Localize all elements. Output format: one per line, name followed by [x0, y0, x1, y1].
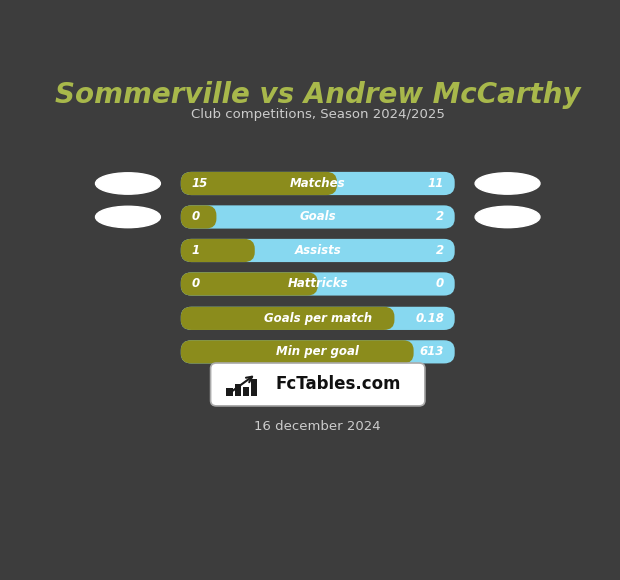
- FancyBboxPatch shape: [181, 172, 337, 195]
- Bar: [251, 379, 257, 396]
- Text: FcTables.com: FcTables.com: [276, 375, 401, 393]
- FancyBboxPatch shape: [181, 205, 216, 229]
- Ellipse shape: [95, 173, 161, 194]
- FancyBboxPatch shape: [181, 172, 454, 195]
- Text: 11: 11: [428, 177, 444, 190]
- Text: Sommerville vs Andrew McCarthy: Sommerville vs Andrew McCarthy: [55, 81, 580, 109]
- FancyBboxPatch shape: [181, 340, 454, 364]
- Ellipse shape: [95, 206, 161, 228]
- FancyBboxPatch shape: [181, 273, 317, 296]
- FancyBboxPatch shape: [181, 340, 414, 364]
- Text: 0: 0: [436, 277, 444, 291]
- FancyBboxPatch shape: [211, 363, 425, 406]
- Text: 15: 15: [192, 177, 208, 190]
- Text: Goals per match: Goals per match: [264, 312, 372, 325]
- Text: Matches: Matches: [290, 177, 345, 190]
- Ellipse shape: [475, 173, 540, 194]
- Text: Goals: Goals: [299, 211, 336, 223]
- Text: 2: 2: [436, 244, 444, 257]
- Text: 16 december 2024: 16 december 2024: [254, 420, 381, 433]
- FancyBboxPatch shape: [181, 307, 394, 330]
- Text: 2: 2: [436, 211, 444, 223]
- FancyBboxPatch shape: [181, 239, 255, 262]
- Text: Assists: Assists: [294, 244, 341, 257]
- Bar: [243, 387, 249, 396]
- FancyBboxPatch shape: [181, 205, 454, 229]
- FancyBboxPatch shape: [181, 239, 454, 262]
- Bar: [226, 388, 232, 396]
- Bar: [234, 385, 241, 396]
- Text: Hattricks: Hattricks: [288, 277, 348, 291]
- Text: Club competitions, Season 2024/2025: Club competitions, Season 2024/2025: [191, 107, 445, 121]
- FancyBboxPatch shape: [181, 307, 454, 330]
- FancyBboxPatch shape: [181, 273, 454, 296]
- Text: 0: 0: [192, 277, 200, 291]
- Text: 0: 0: [192, 211, 200, 223]
- Ellipse shape: [475, 206, 540, 228]
- Text: 0.18: 0.18: [415, 312, 444, 325]
- Text: 613: 613: [420, 345, 444, 358]
- Text: 1: 1: [192, 244, 200, 257]
- Text: Min per goal: Min per goal: [277, 345, 359, 358]
